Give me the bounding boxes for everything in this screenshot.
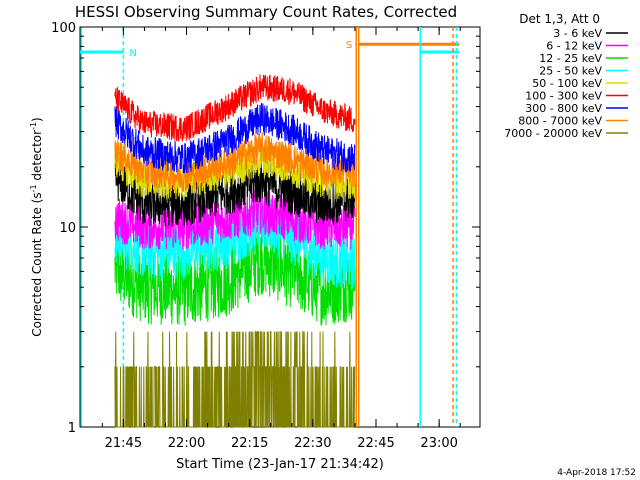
- series-trace: [114, 74, 356, 142]
- legend-entry-label: 100 - 300 keV: [525, 90, 602, 103]
- y-tick-label: 10: [59, 221, 76, 236]
- legend-entry-label: 300 - 800 keV: [525, 102, 602, 115]
- legend-title: Det 1,3, Att 0: [519, 12, 600, 26]
- series-trace: [114, 102, 356, 174]
- axes-layer: 21:45 22:00 22:15 22:30 22:45 23:00 1 10 100: [51, 21, 480, 451]
- legend-entry-label: 3 - 6 keV: [553, 27, 602, 40]
- legend-entry-label: 800 - 7000 keV: [518, 115, 602, 128]
- flag-label: S: [346, 40, 352, 51]
- y-axis-label: Corrected Count Rate (s-1 detector-1): [29, 117, 44, 336]
- series-trace: [114, 153, 356, 227]
- legend-entry-label: 6 - 12 keV: [546, 40, 602, 53]
- legend-entry-label: 25 - 50 keV: [539, 65, 602, 78]
- series-trace: [114, 132, 356, 192]
- series-layer: [114, 74, 356, 428]
- y-axis-label-end: ): [30, 117, 44, 122]
- x-tick-label: 22:00: [168, 436, 205, 451]
- y-axis-label-mid: detector: [30, 130, 44, 185]
- y-axis-label-sup1: -1: [29, 184, 38, 192]
- flag-label: N: [129, 48, 136, 59]
- chart-title: HESSI Observing Summary Count Rates, Cor…: [75, 3, 457, 21]
- x-tick-label: 23:00: [420, 436, 457, 451]
- legend-entry-label: 50 - 100 keV: [532, 77, 602, 90]
- series-trace: [114, 331, 356, 428]
- generated-timestamp: 4-Apr-2018 17:52: [557, 468, 636, 478]
- y-tick-label: 1: [68, 421, 76, 436]
- y-tick-label: 100: [51, 21, 76, 36]
- x-tick-label: 21:45: [105, 436, 142, 451]
- x-tick-label: 22:30: [294, 436, 331, 451]
- y-axis-label-sup2: -1: [29, 122, 38, 130]
- legend-entry-label: 12 - 25 keV: [539, 52, 602, 65]
- y-axis-label-main: Corrected Count Rate (s: [30, 192, 44, 336]
- x-tick-label: 22:15: [231, 436, 268, 451]
- legend-entry-label: 7000 - 20000 keV: [504, 127, 602, 140]
- x-axis-label: Start Time (23-Jan-17 21:34:42): [176, 457, 384, 472]
- x-tick-label: 22:45: [357, 436, 394, 451]
